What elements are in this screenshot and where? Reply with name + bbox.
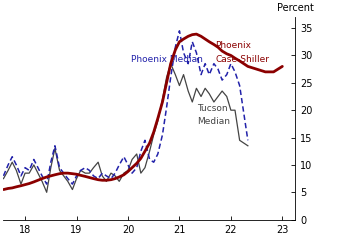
Text: Phoenix Median: Phoenix Median: [131, 55, 202, 64]
Text: Case-Shiller: Case-Shiller: [215, 55, 269, 64]
Text: Phoenix: Phoenix: [215, 41, 251, 50]
Text: Tucson: Tucson: [197, 104, 228, 113]
Text: Median: Median: [197, 117, 230, 125]
Text: Percent: Percent: [277, 3, 314, 13]
